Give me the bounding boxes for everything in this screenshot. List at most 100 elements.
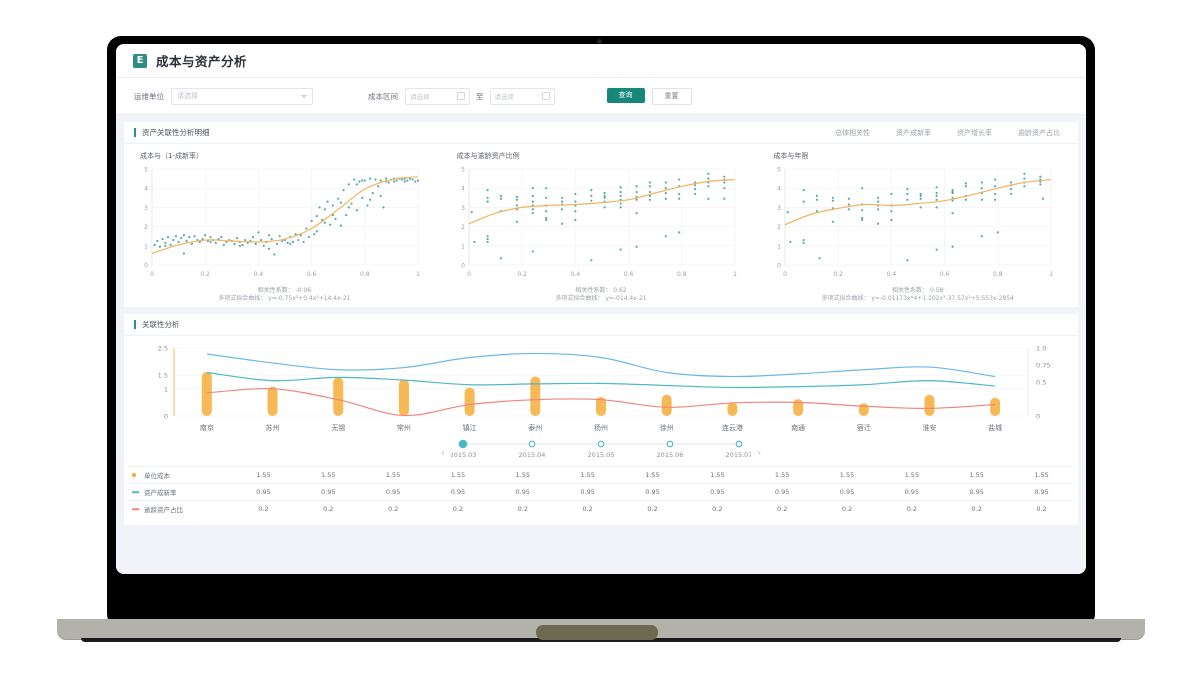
calendar-icon [457, 92, 465, 100]
table-cell: 0.95 [490, 483, 556, 501]
table-cell: 1.55 [814, 466, 880, 484]
svg-text:1: 1 [416, 271, 420, 278]
svg-text:5: 5 [461, 167, 465, 174]
timeline-slider[interactable]: ‹ 2015.03 2015.04 2015.05 2015.06 2015.07 › [128, 438, 1074, 466]
svg-text:2.5: 2.5 [158, 345, 168, 353]
org-select[interactable]: 请选择 [171, 87, 313, 105]
svg-text:2015.04: 2015.04 [519, 451, 546, 459]
svg-text:0: 0 [783, 271, 787, 278]
table-cell: 0.2 [684, 500, 750, 517]
svg-text:5: 5 [144, 167, 148, 174]
scatter-chart-scatter1: 成本与（1-成新率） 0 1 2 3 4 5 0 0.2 0.4 0.6 0.8 1 相关性系数： -0.… [126, 151, 443, 303]
range-end-input[interactable]: 请选择 [489, 87, 555, 105]
section-title: 关联性分析 [142, 320, 180, 329]
tab-2[interactable]: 资产增长率 [957, 128, 992, 137]
table-row-label: 资产成新率 [128, 483, 231, 501]
page-title: 成本与资产分析 [156, 54, 248, 69]
svg-text:5: 5 [778, 167, 782, 174]
range-start-input[interactable]: 请选择 [405, 87, 470, 105]
tab-0[interactable]: 总体相关性 [835, 128, 870, 137]
association-analysis-card: 关联性分析 0 1 1.5 2.5 0 0.5 0.75 1.0 南京 苏州 无锡 常州 镇江 泰州 扬州 徐… [124, 314, 1078, 525]
svg-text:1: 1 [164, 385, 168, 393]
table-cell: 0.2 [360, 500, 426, 517]
fit-curve-formula: 多项式拟合曲线： y=-0.75x³+0.4x²+14.4x-21 [218, 295, 351, 302]
legend-marker-icon [132, 491, 139, 493]
range-separator-label: 至 [476, 91, 484, 101]
svg-text:4: 4 [144, 186, 148, 193]
table-cell: 0.95 [620, 483, 685, 501]
scatter-caption: 相关性系数： 0.58 多项式拟合曲线： y=-0.01173x*4+1.102x… [765, 287, 1070, 303]
combo-chart-wrap: 0 1 1.5 2.5 0 0.5 0.75 1.0 南京 苏州 无锡 常州 镇江 泰州 扬州 徐州 连云港 南通… [124, 336, 1078, 525]
table-cell: 0.95 [555, 483, 621, 501]
timeline-track[interactable]: 2015.03 2015.04 2015.05 2015.06 2015.07 [450, 437, 752, 467]
svg-text:盐城: 盐城 [988, 423, 1002, 432]
svg-text:南京: 南京 [200, 423, 214, 432]
svg-text:1: 1 [461, 243, 465, 250]
combo-svg: 0 1 1.5 2.5 0 0.5 0.75 1.0 南京 苏州 无锡 常州 镇江 泰州 扬州 徐州 连云港 南通… [158, 345, 1051, 433]
table-cell: 0.95 [944, 483, 1010, 501]
reset-button[interactable]: 重置 [651, 87, 692, 105]
series-data-table: 单位成本 1.55 1.55 1.55 1.55 1.55 1.55 1.55 1.55 1.55… [128, 466, 1074, 517]
correlation-coefficient: 相关性系数： 0.62 [575, 287, 627, 294]
correlation-coefficient: 相关性系数： 0.58 [892, 287, 944, 294]
svg-text:0.6: 0.6 [940, 271, 950, 278]
svg-text:南通: 南通 [791, 423, 805, 432]
svg-text:2015.06: 2015.06 [657, 451, 684, 459]
scatter-svg: 0 1 2 3 4 5 0 0.2 0.4 0.6 0.8 1 [778, 167, 1054, 279]
scatter-chart-title: 成本与逾龄资产比例 [456, 152, 520, 160]
svg-text:0.8: 0.8 [677, 271, 687, 278]
table-row: 资产成新率 0.95 0.95 0.95 0.95 0.95 0.95 0.95 0.95 0.9… [128, 483, 1074, 501]
table-cell: 0.2 [749, 500, 815, 517]
timeline-prev-icon[interactable]: ‹ [440, 445, 445, 459]
table-cell: 0.95 [879, 483, 945, 501]
app-header: E 成本与资产分析 [116, 44, 1086, 78]
table-cell: 0.2 [295, 500, 361, 517]
svg-text:0.4: 0.4 [254, 271, 264, 278]
table-cell: 1.55 [620, 466, 685, 484]
laptop-screen: E 成本与资产分析 运维单位 请选择 成本区间 请选择 至 请选择 [116, 44, 1086, 574]
table-cell: 0.95 [425, 483, 491, 501]
timeline-svg[interactable]: 2015.03 2015.04 2015.05 2015.06 2015.07 [450, 437, 752, 463]
svg-text:0.6: 0.6 [623, 271, 633, 278]
org-select-value: 请选择 [177, 92, 198, 100]
table-row-label: 单位成本 [128, 466, 231, 484]
timeline-next-icon[interactable]: › [757, 445, 762, 459]
svg-text:0: 0 [164, 413, 168, 421]
svg-text:徐州: 徐州 [660, 423, 674, 432]
table-cell: 0.95 [231, 483, 296, 501]
svg-text:苏州: 苏州 [266, 423, 280, 432]
correlation-detail-card: 资产关联性分析明细 总体相关性 资产成新率 资产增长率 逾龄资产占比 成本与（1-成新… [124, 122, 1078, 307]
cost-range-label: 成本区间 [368, 91, 398, 101]
table-cell: 0.2 [879, 500, 945, 517]
svg-text:镇江: 镇江 [463, 423, 477, 432]
correlation-coefficient: 相关性系数： -0.96 [257, 287, 312, 294]
filter-actions: 查询 重置 [606, 87, 692, 105]
svg-text:连云港: 连云港 [722, 423, 743, 432]
table-cell: 1.55 [295, 466, 361, 484]
table-cell: 1.55 [555, 466, 621, 484]
table-cell: 1.55 [879, 466, 945, 484]
tab-3[interactable]: 逾龄资产占比 [1018, 128, 1060, 137]
scatter-chart-title: 成本与年限 [773, 152, 809, 160]
svg-text:淮安: 淮安 [922, 423, 936, 432]
svg-text:0.4: 0.4 [887, 271, 897, 278]
table-row: 逾龄资产占比 0.2 0.2 0.2 0.2 0.2 0.2 0.2 0.2 0.2 0.2 0.2 0… [128, 500, 1074, 517]
app-logo-icon: E [133, 53, 147, 68]
svg-text:宿迁: 宿迁 [857, 423, 871, 432]
association-analysis-header: 关联性分析 [124, 314, 1078, 336]
svg-text:0: 0 [778, 263, 782, 270]
calendar-icon [541, 92, 550, 100]
svg-text:泰州: 泰州 [528, 423, 542, 432]
legend-marker-icon [132, 473, 136, 477]
tab-1[interactable]: 资产成新率 [896, 128, 931, 137]
svg-text:0.8: 0.8 [993, 271, 1003, 278]
svg-text:0.8: 0.8 [360, 271, 370, 278]
svg-text:1: 1 [733, 271, 737, 278]
table-cell: 0.2 [555, 500, 621, 517]
svg-text:1.0: 1.0 [1036, 345, 1046, 353]
fit-curve-formula: 多项式拟合曲线： y=-014.4x-21 [555, 295, 647, 302]
query-button[interactable]: 查询 [606, 87, 645, 103]
table-cell: 1.55 [490, 466, 556, 484]
table-cell: 1.55 [1009, 466, 1074, 484]
